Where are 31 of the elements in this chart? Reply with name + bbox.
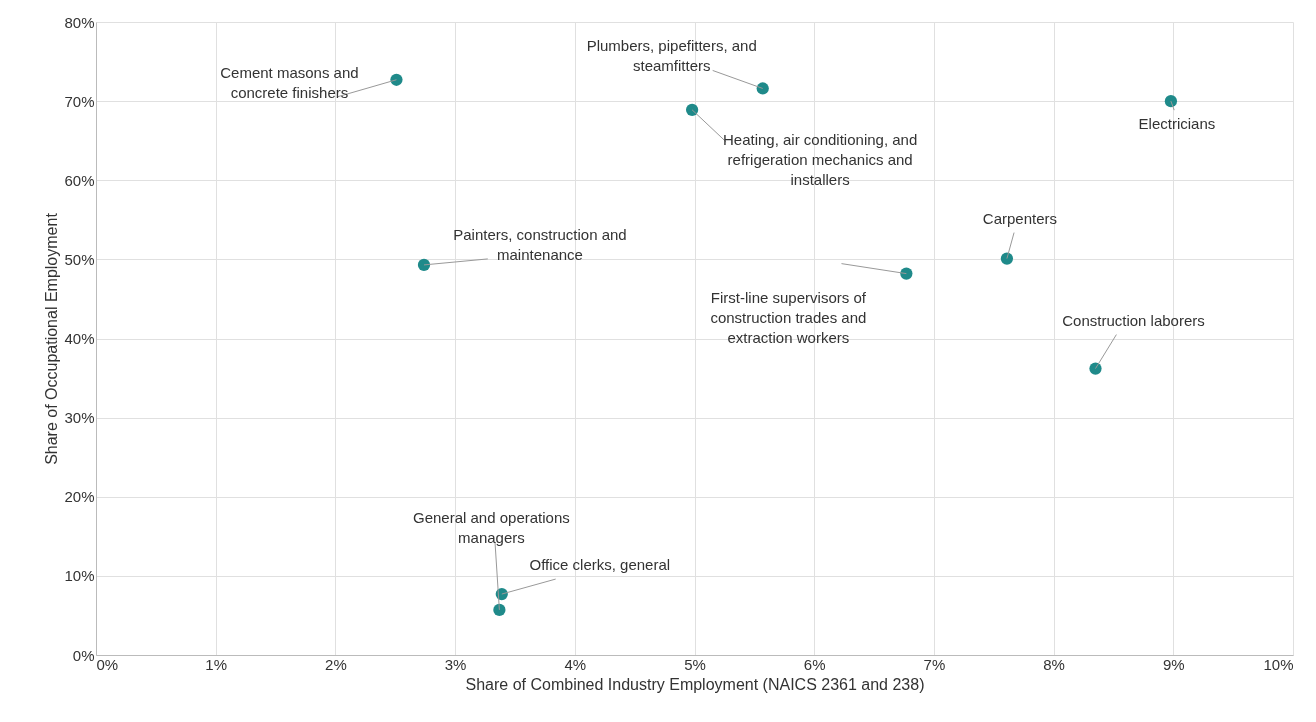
x-axis-title: Share of Combined Industry Employment (NAICS 2361 and 238) — [465, 675, 925, 693]
annotation: Heating, air conditioning, and refrigeration mechanics and installers — [722, 130, 918, 188]
annotation: General and operations managers — [413, 508, 570, 546]
annotation: Office clerks, general — [529, 556, 671, 574]
y-tick-label: 10% — [64, 567, 95, 585]
y-tick-label: 50% — [64, 250, 95, 268]
x-tick-label: 10% — [1263, 655, 1294, 673]
x-tick-label: 0% — [96, 655, 119, 673]
x-tick-label: 4% — [564, 655, 587, 673]
y-tick-label: 70% — [64, 92, 95, 110]
annotation: Carpenters — [982, 209, 1058, 227]
y-tick-label: 20% — [64, 488, 95, 506]
x-tick-label: 5% — [684, 655, 706, 673]
x-tick-label: 1% — [205, 655, 228, 673]
x-tick-label: 2% — [325, 655, 347, 673]
x-tick-label: 3% — [444, 655, 467, 673]
y-tick-label: 30% — [64, 409, 95, 427]
y-tick-label: 60% — [64, 171, 95, 189]
x-tick-label: 6% — [803, 655, 826, 673]
annotation: Cement masons and concrete finishers — [220, 63, 359, 101]
y-axis-title: Share of Occupational Employment — [43, 212, 61, 465]
x-tick-label: 8% — [1043, 655, 1065, 673]
y-tick-label: 40% — [64, 330, 95, 347]
x-tick-label: 9% — [1162, 655, 1185, 673]
x-tick-label: 7% — [923, 655, 946, 673]
annotation: Electricians — [1138, 115, 1216, 133]
annotation: Construction laborers — [1062, 311, 1205, 329]
y-tick-label: 80% — [64, 13, 95, 31]
annotation: First-line supervisors of construction trades and extraction workers — [710, 288, 867, 346]
annotation: Plumbers, pipefitters, and steamfitters — [586, 37, 757, 75]
annotation: Painters, construction and maintenance — [453, 225, 627, 263]
